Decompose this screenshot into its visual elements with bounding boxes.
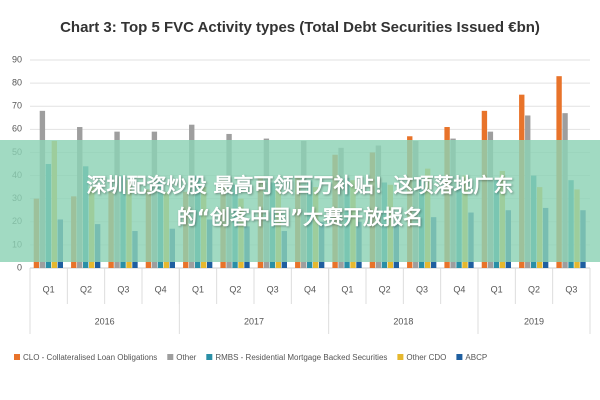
x-tick-label: Q3	[117, 284, 129, 294]
x-tick-label: Q4	[453, 284, 465, 294]
legend-swatch	[14, 354, 20, 360]
legend-label: ABCP	[465, 353, 487, 362]
legend-label: Other CDO	[406, 353, 446, 362]
group-label: 2016	[95, 316, 115, 326]
legend-swatch	[206, 354, 213, 360]
y-tick-label: 60	[12, 124, 22, 134]
banner: 深圳配资炒股 最高可领百万补贴！这项落地广东 的“创客中国”大赛开放报名	[0, 140, 600, 262]
x-tick-label: Q1	[43, 284, 55, 294]
legend-label: Other	[176, 353, 196, 362]
chart-title: Chart 3: Top 5 FVC Activity types (Total…	[60, 19, 540, 36]
banner-line: 深圳配资炒股 最高可领百万补贴！这项落地广东	[86, 173, 514, 197]
group-label: 2018	[393, 316, 413, 326]
x-tick-label: Q2	[229, 284, 241, 294]
x-tick-label: Q3	[416, 284, 428, 294]
y-tick-label: 80	[12, 77, 22, 87]
x-tick-label: Q1	[192, 284, 204, 294]
x-tick-label: Q2	[528, 284, 540, 294]
x-tick-label: Q1	[341, 284, 353, 294]
legend-label: RMBS - Residential Mortgage Backed Secur…	[215, 353, 387, 362]
legend-swatch	[167, 354, 174, 360]
group-label: 2019	[524, 316, 544, 326]
legend-swatch	[456, 354, 463, 360]
y-tick-label: 0	[17, 262, 22, 272]
x-tick-label: Q3	[565, 284, 577, 294]
x-tick-label: Q3	[267, 284, 279, 294]
group-label: 2017	[244, 316, 264, 326]
x-tick-label: Q2	[80, 284, 92, 294]
legend-label: CLO - Collateralised Loan Obligations	[23, 353, 157, 362]
x-tick-label: Q4	[155, 284, 167, 294]
x-tick-label: Q2	[379, 284, 391, 294]
y-tick-label: 70	[12, 101, 22, 111]
x-tick-label: Q4	[304, 284, 316, 294]
banner-line: 的“创客中国”大赛开放报名	[176, 205, 424, 229]
legend-swatch	[397, 354, 404, 360]
x-tick-label: Q1	[491, 284, 503, 294]
y-tick-label: 90	[12, 54, 22, 64]
